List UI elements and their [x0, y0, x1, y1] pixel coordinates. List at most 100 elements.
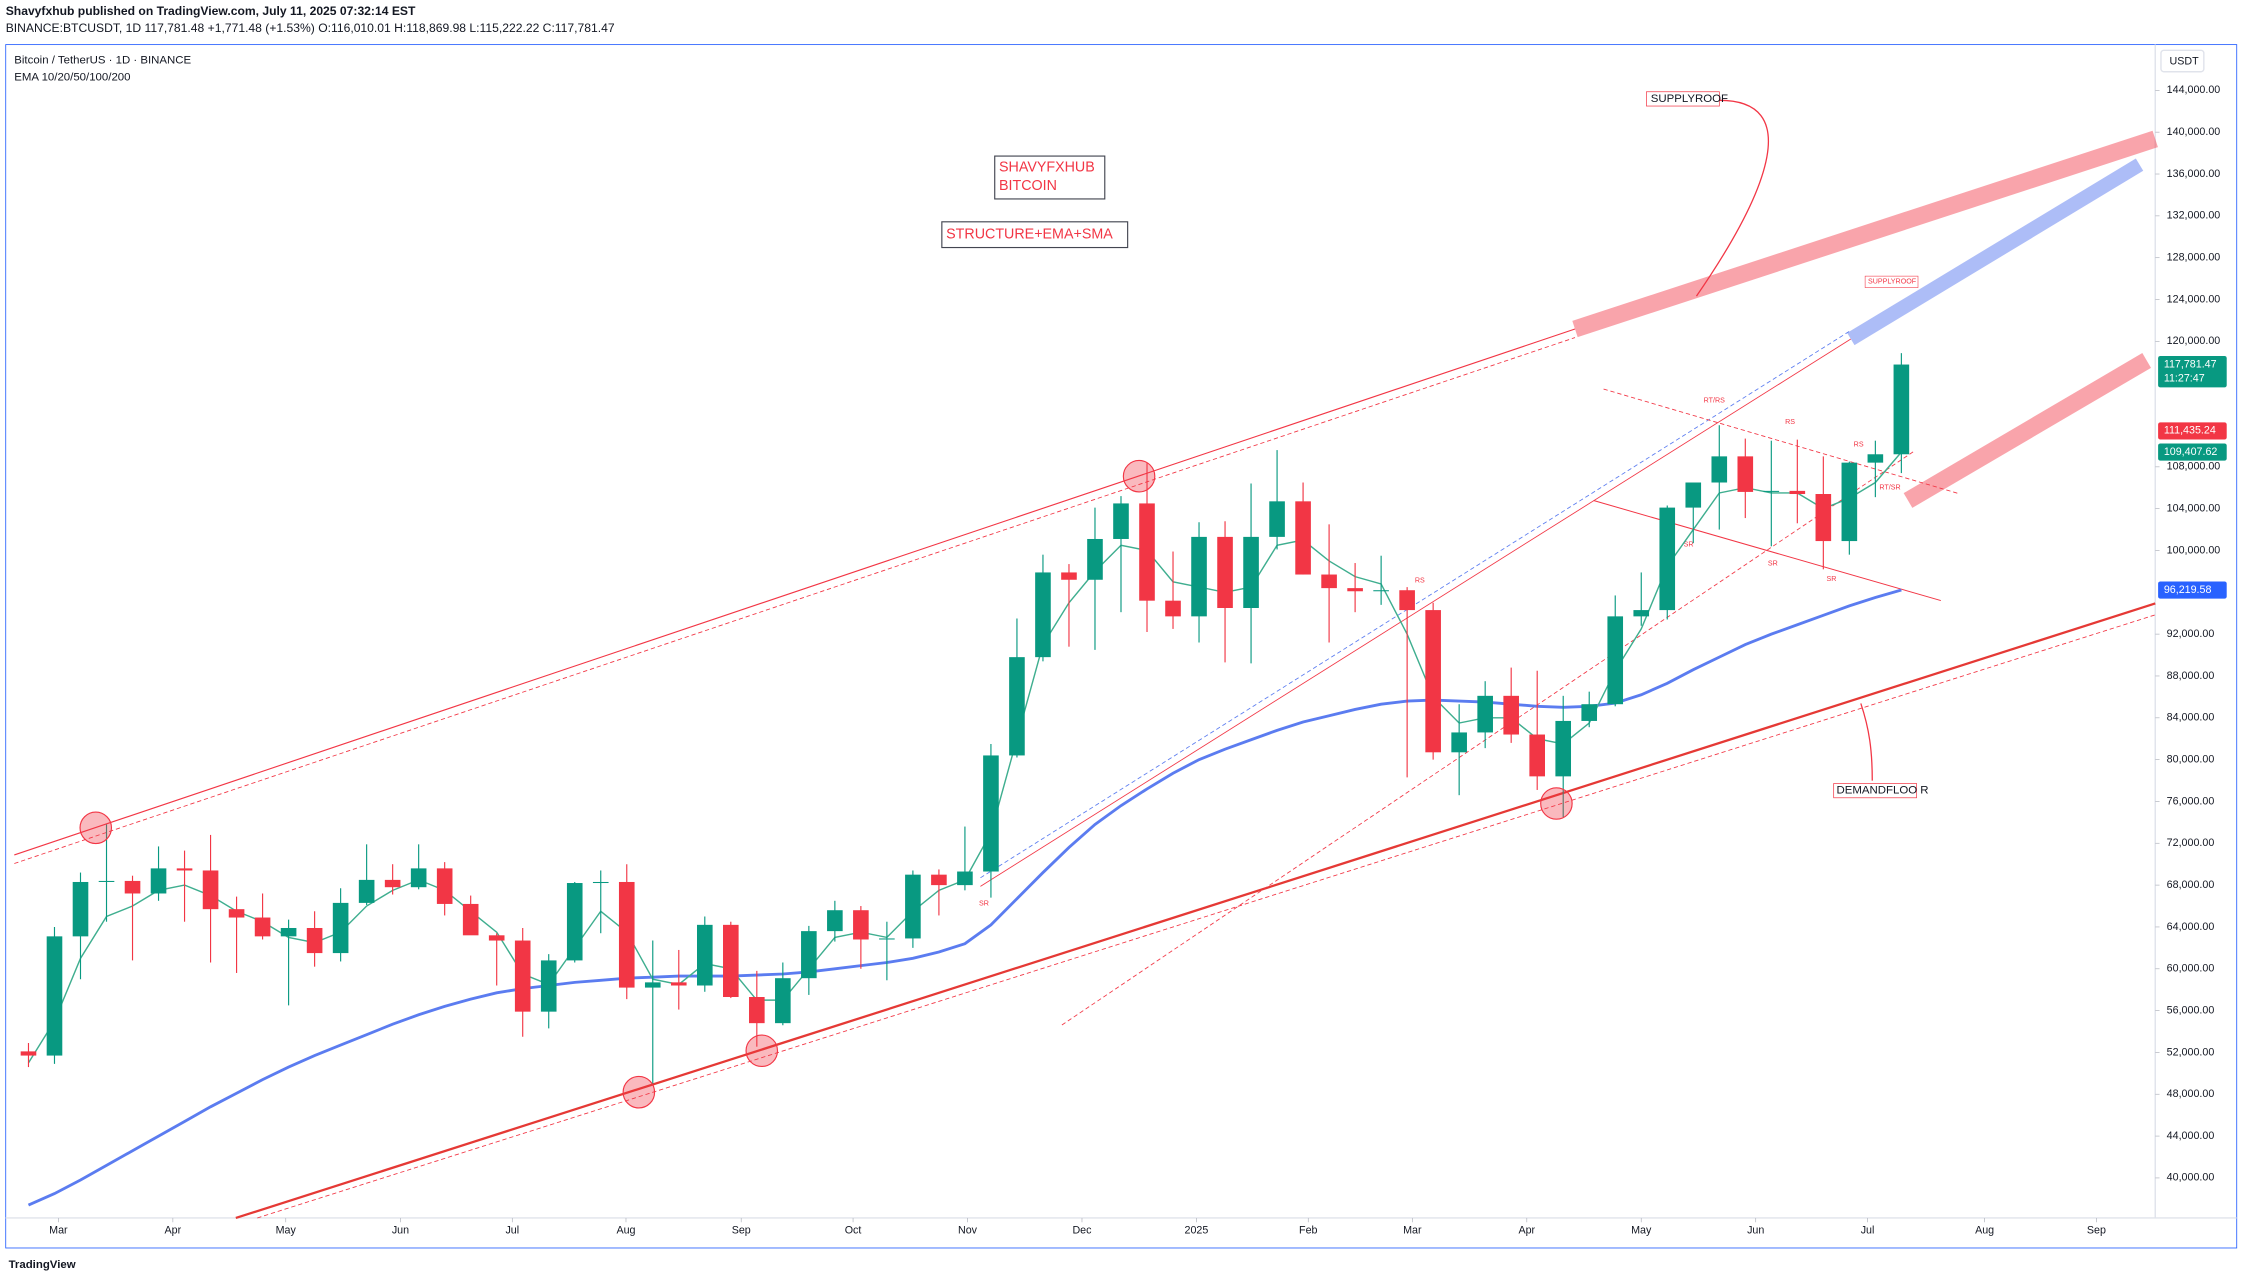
y-tick-label: 72,000.00	[2167, 837, 2215, 849]
plot	[20, 353, 1910, 1207]
pivot-circle	[1122, 459, 1156, 493]
candle-body	[644, 982, 661, 988]
candle-body	[1711, 456, 1728, 483]
candle-body	[723, 924, 739, 998]
candle-body	[124, 880, 141, 894]
candle-body	[1191, 536, 1207, 617]
y-tick-label: 140,000.00	[2167, 126, 2221, 138]
candle-body	[618, 881, 635, 988]
candle-body	[1217, 536, 1233, 608]
x-tick-label: 2025	[1185, 1225, 1209, 1237]
tag: SUPPLYROOF	[1868, 278, 1917, 286]
tag: RS	[1415, 576, 1425, 584]
candle-body	[254, 917, 271, 937]
price-badge	[2158, 355, 2227, 388]
candle-body	[957, 871, 973, 886]
candle-body	[1009, 657, 1025, 756]
candle-body	[462, 903, 479, 936]
candle-body	[1503, 695, 1519, 735]
note: BITCOIN	[999, 178, 1057, 194]
candle-body	[1321, 574, 1337, 589]
x-tick-label: Mar	[1403, 1225, 1422, 1237]
candle-body	[1685, 482, 1702, 508]
candle-body	[1113, 503, 1129, 539]
demand-line	[235, 602, 2156, 1220]
y-tick-label: 52,000.00	[2167, 1046, 2215, 1058]
x-tick-label: Jun	[1747, 1225, 1764, 1237]
pivot-circle	[622, 1075, 656, 1109]
y-tick-label: 56,000.00	[2167, 1004, 2215, 1016]
candle-body	[853, 910, 869, 940]
candle-body	[983, 755, 999, 872]
tag: RT/SR	[1879, 484, 1900, 492]
candle-body	[905, 874, 921, 939]
footer-logo: TradingView	[9, 1259, 76, 1271]
tag: SR	[1827, 575, 1837, 583]
x-tick-label: Jun	[392, 1225, 409, 1237]
candle-body	[1399, 590, 1415, 611]
candle-body	[1581, 704, 1598, 721]
candle-body	[228, 909, 245, 918]
legend-title: Bitcoin / TetherUS · 1D · BINANCE	[14, 54, 191, 66]
y-tick-label: 40,000.00	[2167, 1172, 2215, 1184]
arrow-curve	[1695, 99, 1769, 297]
price-badge-label: 109,407.62	[2164, 446, 2218, 458]
x-tick-label: Mar	[49, 1225, 68, 1237]
candle-body	[1035, 572, 1051, 658]
arrow-curve	[1860, 703, 1873, 781]
y-tick-label: 128,000.00	[2167, 252, 2221, 264]
candle-body	[566, 883, 583, 961]
candle-body	[1087, 538, 1103, 580]
candle-body	[202, 870, 219, 910]
tag: DEMANDFLOO R	[1837, 785, 1929, 797]
note-box	[994, 155, 1106, 200]
price-badge	[2158, 581, 2227, 599]
candle-body	[1347, 588, 1363, 592]
annotations: SHAVYFXHUB BITCOIN STRUCTURE+EMA+SMA SUP…	[941, 91, 1929, 907]
candle-body	[696, 924, 713, 986]
x-tick-label: May	[276, 1225, 297, 1237]
candle-body	[72, 881, 89, 937]
y-tick-label: 136,000.00	[2167, 168, 2221, 180]
candle-body	[1789, 490, 1806, 495]
candle-body	[436, 868, 453, 904]
candle-body	[46, 936, 63, 1056]
candle-body	[1295, 501, 1311, 575]
candle-body	[98, 880, 115, 882]
price-badge-label: 117,781.47	[2164, 358, 2217, 370]
price-badge-label: 96,219.58	[2164, 584, 2212, 596]
candle-body	[1139, 503, 1155, 601]
price-badge	[2158, 422, 2227, 440]
support-band	[1903, 353, 2152, 508]
candle-body	[1737, 456, 1754, 492]
tag: SUPPLYROOF	[1651, 93, 1728, 105]
candle-body	[1633, 610, 1650, 617]
legend-indicator: EMA 10/20/50/100/200	[14, 71, 130, 83]
price-badge	[2158, 443, 2227, 461]
trend-line	[1593, 500, 1942, 602]
y-tick-label: 104,000.00	[2167, 502, 2221, 514]
y-tick-label: 48,000.00	[2167, 1088, 2215, 1100]
y-tick-label: 44,000.00	[2167, 1130, 2215, 1142]
candle-body	[1451, 732, 1467, 753]
note: SHAVYFXHUB	[999, 159, 1095, 175]
candle-body	[410, 868, 427, 888]
publisher: Shavyfxhub published on TradingView.com,…	[6, 4, 416, 18]
y-tick-label: 132,000.00	[2167, 210, 2221, 222]
y-tick-label: 92,000.00	[2167, 628, 2215, 640]
pivots	[79, 459, 1573, 1109]
candle-body	[176, 868, 193, 871]
y-tick-label: 144,000.00	[2167, 84, 2221, 96]
y-tick-label: 108,000.00	[2167, 461, 2221, 473]
blue-band	[1847, 158, 2144, 346]
candle-body	[1477, 695, 1493, 733]
tag-box	[1833, 783, 1917, 799]
candle-body	[1659, 507, 1676, 611]
y-tick-label: 76,000.00	[2167, 795, 2215, 807]
candle-body	[540, 960, 557, 1012]
note-box	[941, 221, 1129, 249]
x-tick-label: Aug	[1975, 1225, 1994, 1237]
